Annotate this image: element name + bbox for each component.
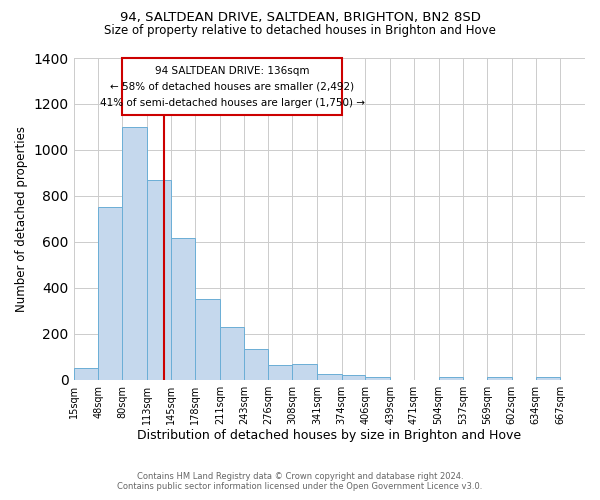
Bar <box>439 378 463 380</box>
Text: 41% of semi-detached houses are larger (1,750) →: 41% of semi-detached houses are larger (… <box>100 98 365 108</box>
Text: Contains HM Land Registry data © Crown copyright and database right 2024.
Contai: Contains HM Land Registry data © Crown c… <box>118 472 482 491</box>
Bar <box>122 127 147 380</box>
Bar <box>487 377 512 380</box>
Bar <box>292 364 317 380</box>
Text: ← 58% of detached houses are smaller (2,492): ← 58% of detached houses are smaller (2,… <box>110 82 354 92</box>
Bar <box>365 377 390 380</box>
Bar <box>536 377 560 380</box>
Bar <box>98 208 122 380</box>
FancyBboxPatch shape <box>122 58 343 116</box>
Bar <box>244 348 268 380</box>
Bar <box>170 238 195 380</box>
Bar <box>195 300 220 380</box>
X-axis label: Distribution of detached houses by size in Brighton and Hove: Distribution of detached houses by size … <box>137 430 521 442</box>
Bar <box>268 366 292 380</box>
Bar <box>74 368 98 380</box>
Bar <box>147 180 170 380</box>
Bar <box>317 374 341 380</box>
Text: 94 SALTDEAN DRIVE: 136sqm: 94 SALTDEAN DRIVE: 136sqm <box>155 66 310 76</box>
Y-axis label: Number of detached properties: Number of detached properties <box>15 126 28 312</box>
Text: 94, SALTDEAN DRIVE, SALTDEAN, BRIGHTON, BN2 8SD: 94, SALTDEAN DRIVE, SALTDEAN, BRIGHTON, … <box>119 12 481 24</box>
Bar <box>220 327 244 380</box>
Bar <box>341 375 365 380</box>
Text: Size of property relative to detached houses in Brighton and Hove: Size of property relative to detached ho… <box>104 24 496 37</box>
